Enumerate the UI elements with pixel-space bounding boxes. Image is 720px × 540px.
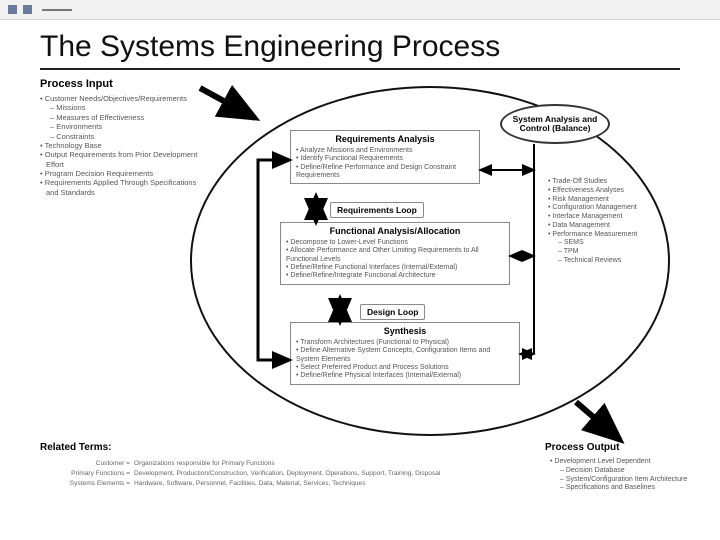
list-item: Select Preferred Product and Process Sol… [296, 364, 514, 372]
list-subitem: Measures of Effectiveness [40, 113, 210, 122]
requirements-loop-label: Requirements Loop [330, 202, 424, 218]
list-item: Allocate Performance and Other Limiting … [286, 247, 504, 264]
design-loop-label: Design Loop [360, 304, 425, 320]
list-item: Identify Functional Requirements [296, 155, 474, 163]
related-term-key: Systems Elements = [56, 480, 134, 489]
list-item: Effectiveness Analyses [548, 187, 678, 196]
box-title: Synthesis [296, 326, 514, 337]
related-term-key: Customer = [56, 460, 134, 469]
related-term-key: Primary Functions = [56, 470, 134, 479]
bullet-square-icon [8, 5, 17, 14]
process-input-list: Customer Needs/Objectives/RequirementsMi… [40, 94, 210, 197]
box-title: Functional Analysis/Allocation [286, 226, 504, 237]
list-item: Output Requirements from Prior Developme… [40, 150, 210, 169]
list-subitem: Technical Reviews [548, 257, 678, 266]
system-analysis-list: Trade-Off StudiesEffectiveness AnalysesR… [548, 178, 678, 266]
list-item: Program Decision Requirements [40, 169, 210, 178]
list-item: Technology Base [40, 141, 210, 150]
title-underline [40, 68, 680, 70]
related-term-row: Primary Functions =Development, Producti… [56, 470, 476, 479]
list-item: Configuration Management [548, 204, 678, 213]
list-item: Trade-Off Studies [548, 178, 678, 187]
related-term-row: Customer =Organizations responsible for … [56, 460, 476, 469]
related-term-val: Development, Production/Construction, Ve… [134, 470, 476, 479]
synthesis-box: Synthesis Transform Architectures (Funct… [290, 322, 520, 385]
list-item: Interface Management [548, 213, 678, 222]
list-item: Transform Architectures (Functional to P… [296, 339, 514, 347]
list-subitem: Decision Database [550, 467, 710, 476]
list-subitem: Specifications and Baselines [550, 484, 710, 493]
list-subitem: TPM [548, 248, 678, 257]
list-item: Risk Management [548, 196, 678, 205]
list-subitem: Environments [40, 122, 210, 131]
process-output-heading: Process Output [545, 442, 619, 453]
list-subitem: System/Configuration Item Architecture [550, 476, 710, 485]
related-term-val: Hardware, Software, Personnel, Facilitie… [134, 480, 476, 489]
related-terms-table: Customer =Organizations responsible for … [56, 460, 476, 490]
process-output-list: Development Level DependentDecision Data… [550, 458, 710, 493]
list-item: Define/Refine Performance and Design Con… [296, 164, 474, 181]
slide-title: The Systems Engineering Process [40, 30, 500, 64]
related-terms-heading: Related Terms: [40, 442, 112, 453]
list-item: Define/Refine Functional Interfaces (Int… [286, 264, 504, 272]
list-subitem: Missions [40, 103, 210, 112]
list-subitem: Constraints [40, 132, 210, 141]
list-item: Data Management [548, 222, 678, 231]
process-input-heading: Process Input [40, 78, 113, 90]
requirements-analysis-box: Requirements Analysis Analyze Missions a… [290, 130, 480, 184]
list-item: Decompose to Lower-Level Functions [286, 239, 504, 247]
list-item: Define Alternative System Concepts, Conf… [296, 347, 514, 364]
list-item: Customer Needs/Objectives/Requirements [40, 94, 210, 103]
related-term-val: Organizations responsible for Primary Fu… [134, 460, 476, 469]
system-analysis-ellipse: System Analysis and Control (Balance) [500, 104, 610, 144]
box-title: Requirements Analysis [296, 134, 474, 145]
list-item: Development Level Dependent [550, 458, 710, 467]
functional-analysis-box: Functional Analysis/Allocation Decompose… [280, 222, 510, 285]
list-subitem: SEMS [548, 239, 678, 248]
related-term-row: Systems Elements =Hardware, Software, Pe… [56, 480, 476, 489]
dash-icon [42, 9, 72, 11]
slide-topbar [0, 0, 720, 20]
list-item: Define/Refine/Integrate Functional Archi… [286, 272, 504, 280]
list-item: Performance Measurement [548, 231, 678, 240]
bullet-square-icon [23, 5, 32, 14]
list-item: Analyze Missions and Environments [296, 147, 474, 155]
list-item: Define/Refine Physical Interfaces (Inter… [296, 372, 514, 380]
list-item: Requirements Applied Through Specificati… [40, 178, 210, 197]
